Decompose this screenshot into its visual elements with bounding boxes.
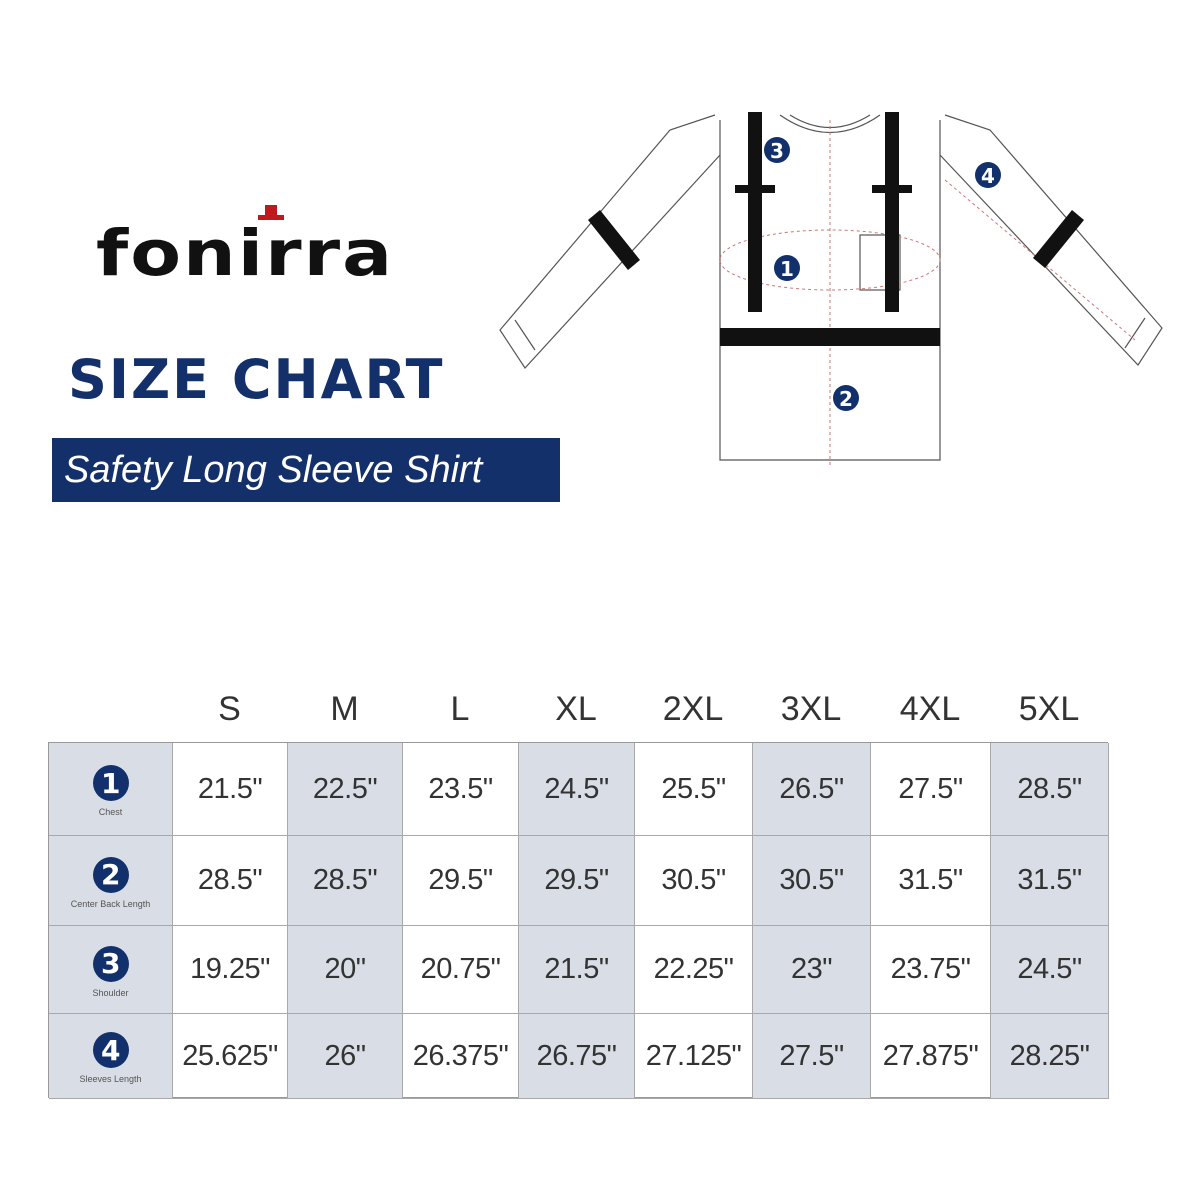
size-header-3xl: 3XL [780, 690, 842, 728]
table-cell: 24.5" [519, 743, 635, 836]
table-cell: 26.75" [519, 1014, 635, 1099]
size-header-4xl: 4XL [899, 690, 961, 728]
size-header-row: S M L XL 2XL 3XL 4XL 5XL [0, 690, 1200, 730]
marker-4: 4 [975, 162, 1001, 188]
measurement-label: Sleeves Length [79, 1074, 142, 1084]
table-cell: 27.125" [635, 1014, 753, 1099]
hat-icon [258, 205, 284, 220]
svg-text:3: 3 [770, 139, 784, 163]
page-title: SIZE CHART [68, 348, 445, 411]
measurement-label: Chest [98, 807, 123, 817]
table-cell: 21.5" [173, 743, 288, 836]
size-header-m: M [330, 690, 359, 728]
table-cell: 20.75" [403, 926, 519, 1014]
measurement-label: Center Back Length [70, 898, 151, 909]
marker-3: 3 [764, 137, 790, 163]
table-cell: 27.5" [871, 743, 991, 836]
size-header-l: L [450, 690, 470, 728]
table-cell: 21.5" [519, 926, 635, 1014]
table-cell: 31.5" [871, 836, 991, 926]
row-label: 1 Chest [49, 743, 173, 836]
size-header-s: S [218, 690, 241, 728]
number-badge-icon: 1 [92, 765, 129, 801]
table-cell: 31.5" [991, 836, 1109, 926]
svg-text:2: 2 [839, 387, 853, 411]
table-cell: 20" [288, 926, 403, 1014]
table-cell: 22.5" [288, 743, 403, 836]
table-cell: 28.5" [991, 743, 1109, 836]
table-cell: 24.5" [991, 926, 1109, 1014]
number-badge-icon: 3 [92, 945, 129, 982]
size-header-xl: XL [555, 690, 597, 728]
row-label: 3 Shoulder [49, 926, 173, 1014]
row-label: 4 Sleeves Length [49, 1014, 173, 1099]
table-cell: 28.5" [173, 836, 288, 926]
brand-logo: Fonirra [96, 205, 416, 295]
table-cell: 29.5" [403, 836, 519, 926]
row-label: 2 Center Back Length [49, 836, 173, 926]
number-badge-icon: 2 [92, 856, 129, 893]
table-cell: 25.5" [635, 743, 753, 836]
measurement-label: Shoulder [92, 987, 129, 998]
size-table: 1 Chest 21.5" 22.5" 23.5" 24.5" 25.5" 26.5" 27.5… [48, 742, 1109, 1099]
table-cell: 28.5" [288, 836, 403, 926]
table-cell: 23.75" [871, 926, 991, 1014]
subtitle-banner: Safety Long Sleeve Shirt [52, 438, 560, 502]
table-cell: 30.5" [753, 836, 871, 926]
table-cell: 23" [753, 926, 871, 1014]
table-cell: 19.25" [173, 926, 288, 1014]
table-cell: 27.5" [753, 1014, 871, 1099]
svg-text:1: 1 [780, 257, 794, 281]
table-cell: 30.5" [635, 836, 753, 926]
logo-text: Fonirra [96, 217, 395, 291]
marker-2: 2 [833, 385, 859, 411]
table-cell: 26.375" [403, 1014, 519, 1099]
table-cell: 26.5" [753, 743, 871, 836]
svg-text:4: 4 [981, 164, 995, 188]
size-header-5xl: 5XL [1018, 690, 1080, 728]
marker-1: 1 [774, 255, 800, 281]
number-badge-icon: 4 [92, 1032, 129, 1068]
table-cell: 29.5" [519, 836, 635, 926]
table-cell: 27.875" [871, 1014, 991, 1099]
shirt-diagram: 1 2 3 4 [499, 112, 1163, 465]
table-cell: 26" [288, 1014, 403, 1099]
table-cell: 23.5" [403, 743, 519, 836]
table-cell: 28.25" [991, 1014, 1109, 1099]
table-cell: 22.25" [635, 926, 753, 1014]
size-header-2xl: 2XL [662, 690, 724, 728]
table-cell: 25.625" [173, 1014, 288, 1099]
